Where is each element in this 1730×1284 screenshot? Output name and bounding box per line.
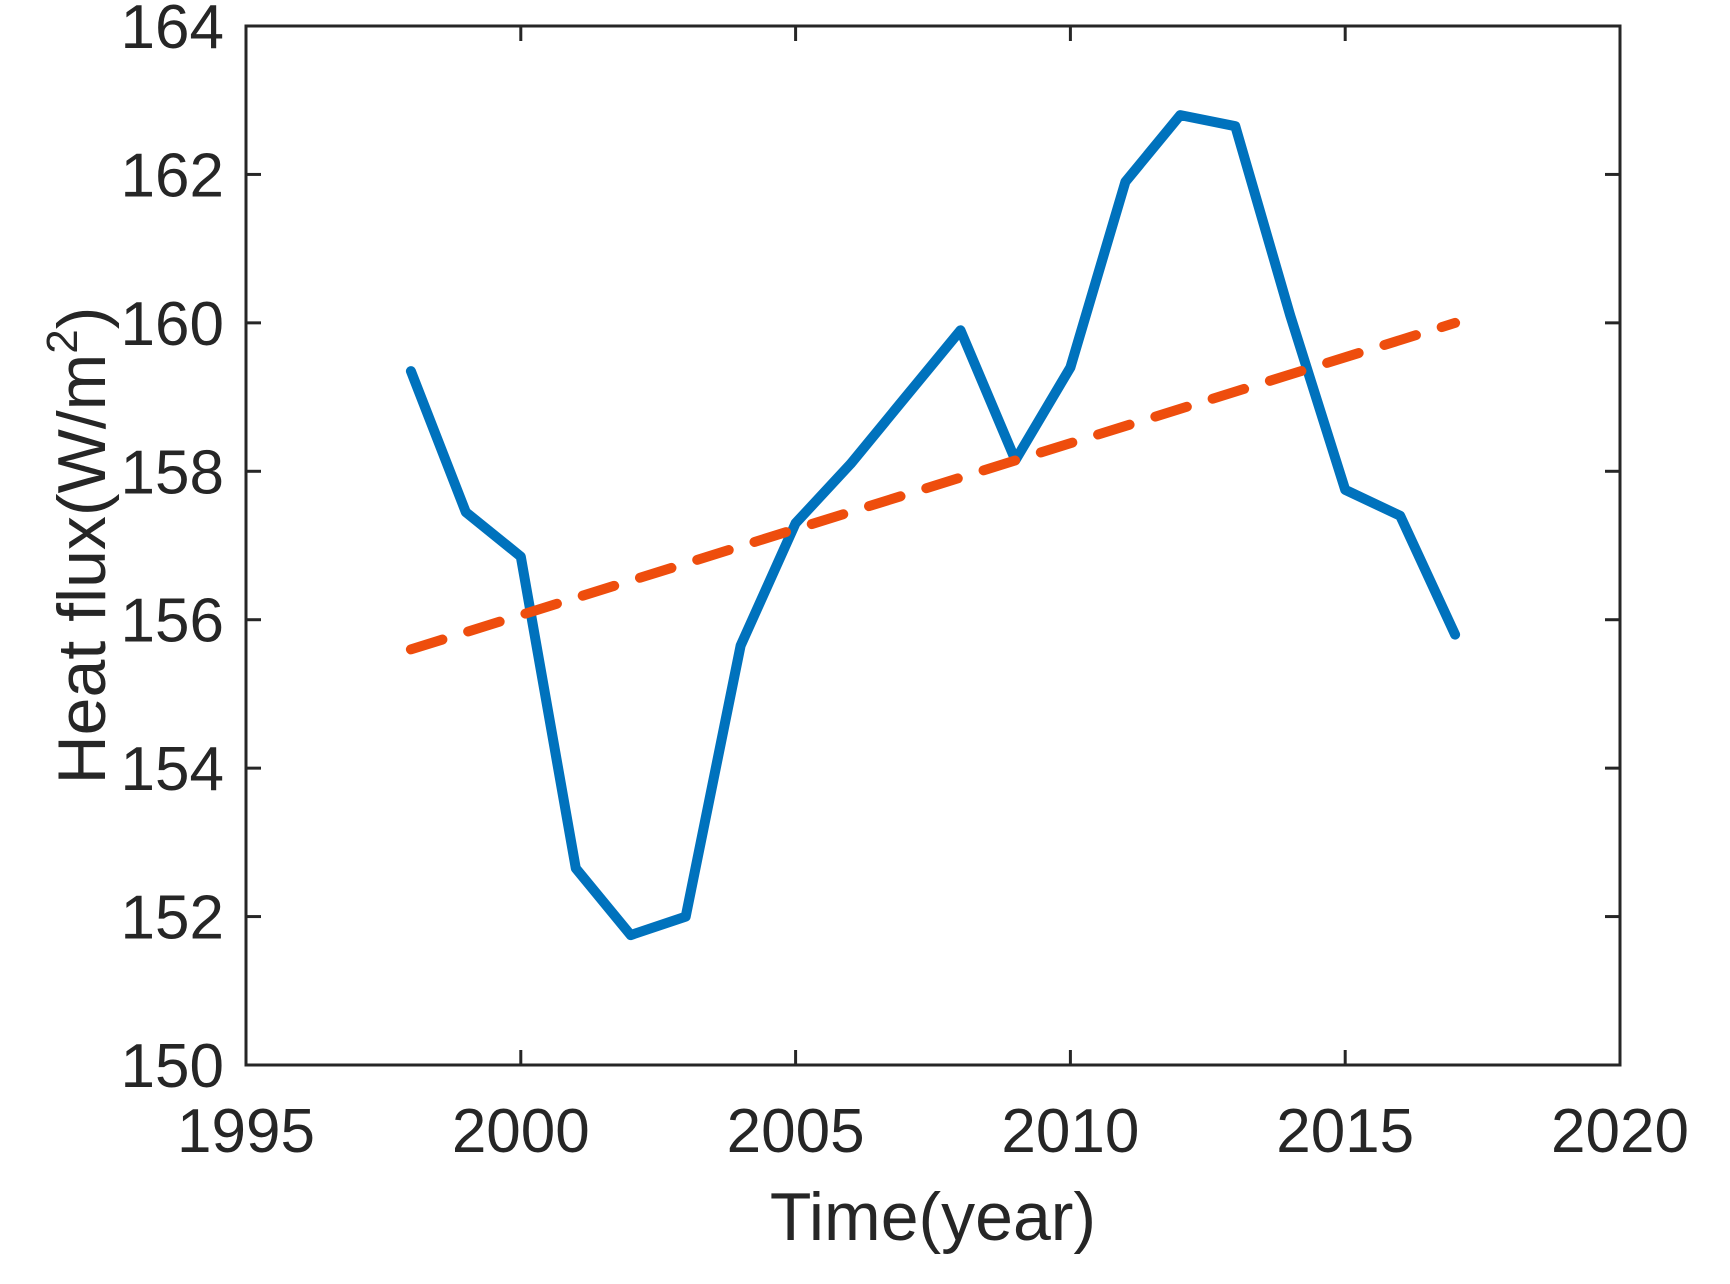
- y-tick-label: 152: [121, 884, 224, 953]
- x-tick-label: 2000: [452, 1097, 590, 1166]
- y-tick-label: 150: [121, 1032, 224, 1101]
- plot-area: [246, 26, 1620, 1065]
- y-tick-label: 162: [121, 141, 224, 210]
- x-tick-label: 1995: [177, 1097, 315, 1166]
- y-tick-label: 156: [121, 587, 224, 656]
- heat-flux-line: [405, 110, 1461, 941]
- y-tick-label: 154: [121, 735, 224, 804]
- x-tick-label: 2020: [1551, 1097, 1689, 1166]
- y-tick-label: 160: [121, 290, 224, 359]
- x-tick-label: 2005: [727, 1097, 865, 1166]
- y-tick-label: 158: [121, 438, 224, 507]
- x-tick-label: 2015: [1276, 1097, 1414, 1166]
- linear-trend-line: [405, 317, 1461, 655]
- y-axis-label: Heat flux(W/m2): [38, 307, 120, 785]
- plot-border: [244, 24, 1622, 1067]
- x-tick-label: 2010: [1001, 1097, 1139, 1166]
- x-axis-label: Time(year): [770, 1179, 1096, 1255]
- y-tick-label: 164: [121, 0, 224, 62]
